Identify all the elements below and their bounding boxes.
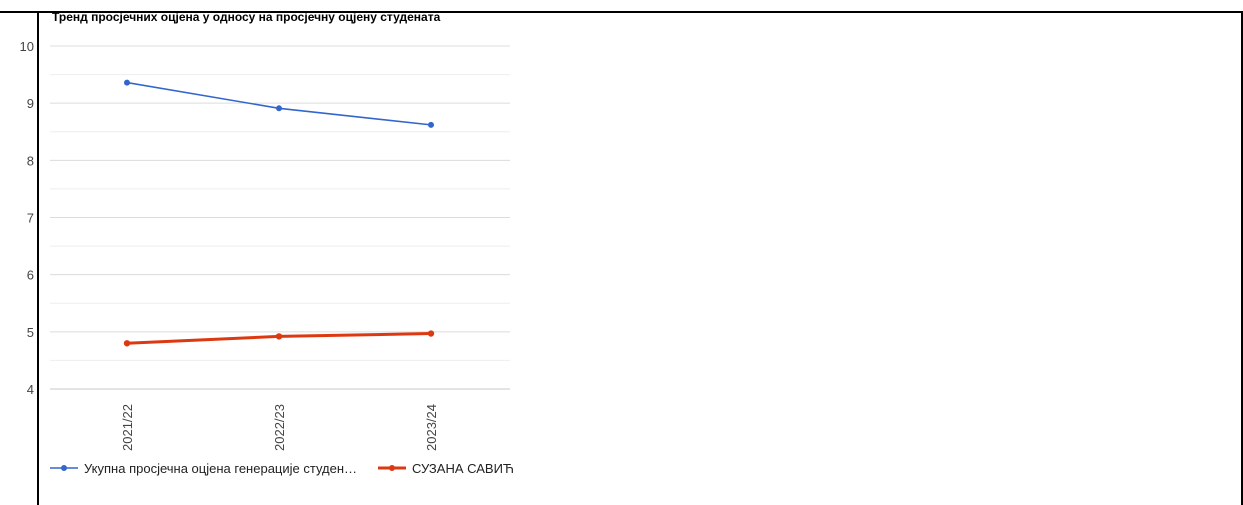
y-tick-label: 5 [27, 325, 34, 340]
frame-top-border [0, 11, 1243, 13]
legend[interactable]: Укупна просјечна оцјена генерације студе… [50, 461, 514, 476]
y-axis-ticks: 10 9 8 7 6 5 4 [20, 39, 34, 397]
frame-right-border [1241, 11, 1243, 505]
y-tick-label: 7 [27, 211, 34, 226]
y-tick-label: 6 [27, 268, 34, 283]
data-point-series-2[interactable] [275, 333, 283, 340]
x-tick-label: 2023/24 [424, 404, 439, 451]
legend-entry-label[interactable]: СУЗАНА САВИЋ [412, 461, 514, 476]
legend-swatch-dot [61, 465, 67, 471]
data-point-series-1[interactable] [124, 79, 130, 86]
y-tick-label: 8 [27, 153, 34, 168]
data-point-series-2[interactable] [123, 340, 131, 347]
x-tick-label: 2021/22 [120, 404, 135, 451]
data-point-series-1[interactable] [276, 105, 282, 112]
frame-left-border [37, 11, 39, 505]
data-point-series-1[interactable] [428, 121, 434, 128]
x-axis-ticks: 2021/22 2022/23 2023/24 [120, 404, 439, 451]
x-tick-label: 2022/23 [272, 404, 287, 451]
y-tick-label: 9 [27, 96, 34, 111]
legend-swatch-dot [389, 465, 395, 471]
legend-entry-label[interactable]: Укупна просјечна оцјена генерације студе… [84, 461, 357, 476]
data-point-series-2[interactable] [427, 330, 435, 337]
series-layer [123, 79, 435, 347]
y-tick-label: 4 [27, 382, 34, 397]
chart-title: Тренд просјечних оцјена у односу на прос… [52, 10, 441, 24]
y-tick-label: 10 [20, 39, 34, 54]
series-line-1 [126, 81, 432, 126]
